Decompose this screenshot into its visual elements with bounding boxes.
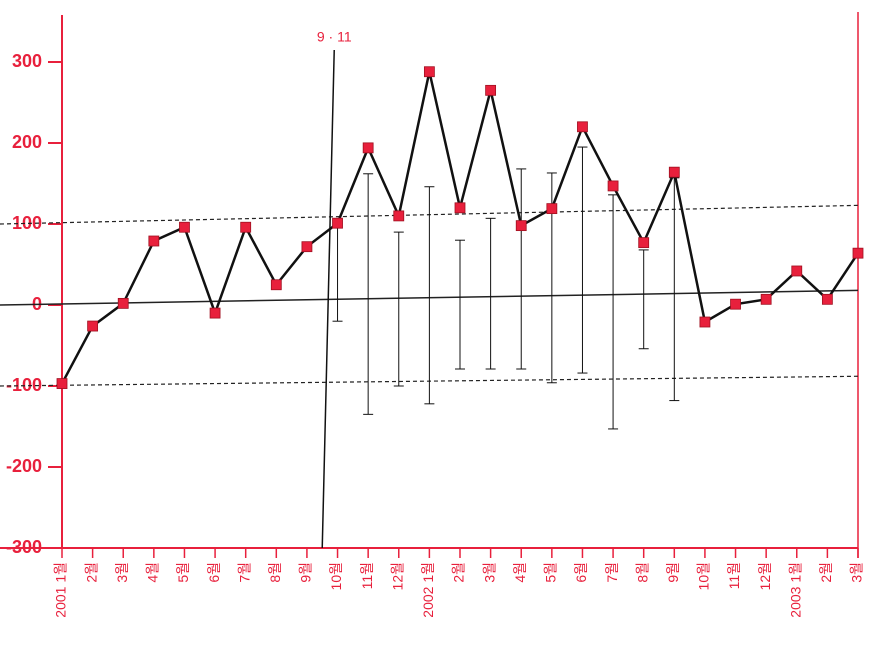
x-tick-label: 6월 bbox=[206, 562, 222, 583]
data-point bbox=[332, 217, 343, 229]
x-tick-label: 9월 bbox=[665, 562, 681, 583]
x-tick-label: 6월 bbox=[573, 562, 589, 583]
data-point bbox=[209, 307, 221, 319]
x-tick-label: 4월 bbox=[145, 562, 161, 583]
x-tick-label: 3월 bbox=[849, 562, 865, 583]
data-point bbox=[270, 279, 282, 291]
x-tick-label: 10월 bbox=[328, 562, 344, 590]
y-tick-label: 300 bbox=[12, 51, 42, 71]
x-tick-label: 2월 bbox=[818, 562, 834, 583]
data-point bbox=[638, 237, 650, 249]
data-point bbox=[791, 265, 803, 277]
x-tick-label: 9월 bbox=[298, 562, 314, 583]
x-tick-label: 11월 bbox=[359, 562, 375, 589]
x-tick-label: 7월 bbox=[604, 562, 620, 583]
x-tick-label: 2001 1월 bbox=[53, 562, 69, 618]
data-point bbox=[362, 142, 374, 154]
y-tick-label: -300 bbox=[6, 537, 42, 557]
data-point bbox=[179, 221, 190, 233]
y-tick-label: -200 bbox=[6, 456, 42, 476]
x-tick-label: 2002 1월 bbox=[420, 562, 436, 618]
data-point bbox=[240, 221, 252, 233]
data-point bbox=[301, 241, 313, 253]
y-tick-label: 200 bbox=[12, 132, 42, 152]
data-point bbox=[117, 297, 129, 309]
data-point bbox=[699, 316, 711, 328]
x-tick-label: 5월 bbox=[543, 562, 559, 583]
x-tick-label: 12월 bbox=[757, 562, 773, 590]
data-point bbox=[668, 166, 680, 178]
data-point bbox=[515, 220, 527, 232]
data-point bbox=[56, 378, 68, 389]
data-point bbox=[577, 121, 588, 133]
data-point bbox=[607, 180, 619, 192]
data-point bbox=[485, 84, 497, 96]
data-point bbox=[852, 247, 864, 259]
data-point bbox=[148, 235, 160, 247]
y-tick-label: -100 bbox=[6, 375, 42, 395]
x-tick-label: 8월 bbox=[267, 562, 283, 583]
x-tick-label: 3월 bbox=[114, 562, 130, 583]
data-point bbox=[454, 202, 466, 214]
x-tick-label: 2월 bbox=[83, 562, 99, 583]
data-point bbox=[546, 203, 558, 215]
x-tick-label: 2003 1월 bbox=[787, 562, 803, 618]
x-tick-label: 11월 bbox=[726, 562, 742, 589]
y-tick-label: 100 bbox=[12, 213, 42, 233]
x-tick-label: 8월 bbox=[634, 562, 650, 583]
data-point bbox=[393, 210, 405, 222]
x-tick-label: 4월 bbox=[512, 562, 528, 583]
data-point bbox=[423, 66, 435, 78]
annotation-text: 9 · 11 bbox=[317, 29, 352, 45]
annotation-line bbox=[321, 49, 335, 549]
x-tick-label: 10월 bbox=[696, 562, 712, 590]
x-tick-label: 12월 bbox=[389, 562, 405, 590]
data-point bbox=[760, 293, 772, 305]
data-point bbox=[730, 298, 741, 310]
data-point bbox=[87, 320, 99, 332]
x-tick-label: 5월 bbox=[175, 562, 191, 583]
x-tick-label: 3월 bbox=[481, 562, 497, 583]
x-tick-label: 7월 bbox=[236, 562, 252, 583]
x-tick-label: 2월 bbox=[451, 562, 467, 583]
data-point bbox=[821, 293, 833, 305]
